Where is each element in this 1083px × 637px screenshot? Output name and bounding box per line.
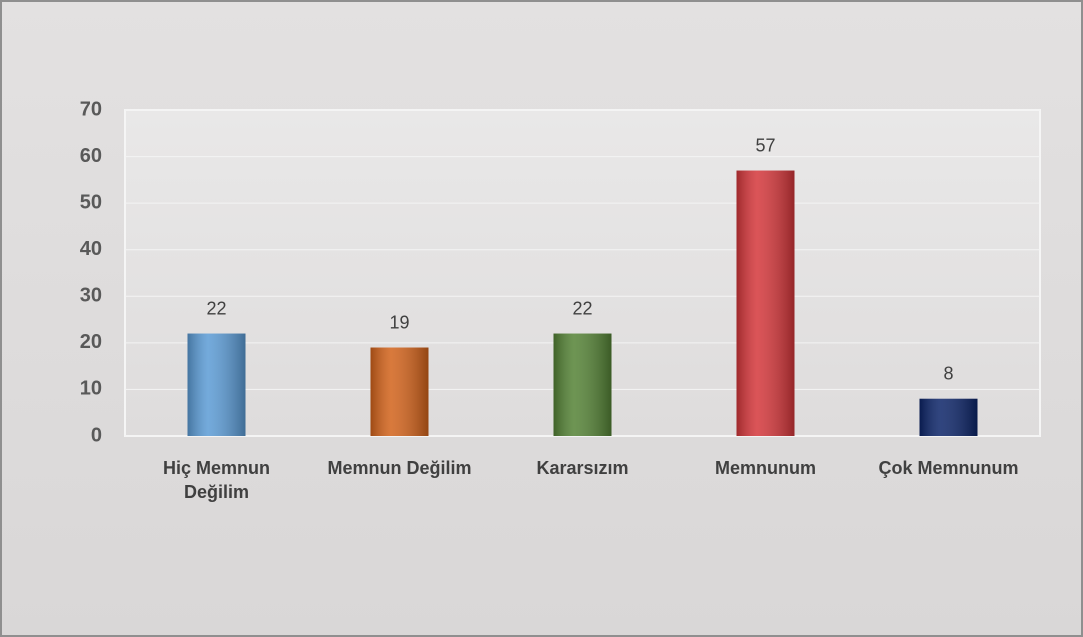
x-tick-label: Kararsızım	[536, 458, 629, 478]
y-tick-label: 30	[80, 285, 102, 307]
x-tick-label: Memnun Değilim	[327, 458, 472, 478]
y-tick-label: 40	[80, 238, 102, 260]
y-tick-label: 60	[80, 145, 102, 167]
bar-shine	[370, 347, 429, 436]
y-tick-label: 20	[80, 331, 102, 353]
bar-shine	[736, 170, 795, 437]
data-label: 22	[206, 298, 226, 318]
x-tick-label: Çok Memnunum	[878, 458, 1019, 478]
x-tick-label: Memnunum	[715, 458, 816, 478]
y-tick-label: 70	[80, 98, 102, 120]
data-label: 22	[572, 298, 592, 318]
bar-shine	[919, 398, 978, 436]
data-label: 19	[389, 312, 409, 332]
data-label: 57	[755, 135, 775, 155]
y-tick-label: 0	[91, 424, 102, 446]
x-tick-label: Hiç Memnun Değilim	[162, 458, 270, 502]
data-label: 8	[943, 363, 953, 383]
y-tick-label: 50	[80, 191, 102, 213]
y-tick-label: 10	[80, 378, 102, 400]
bar-shine	[553, 333, 612, 436]
bar-shine	[187, 333, 246, 436]
